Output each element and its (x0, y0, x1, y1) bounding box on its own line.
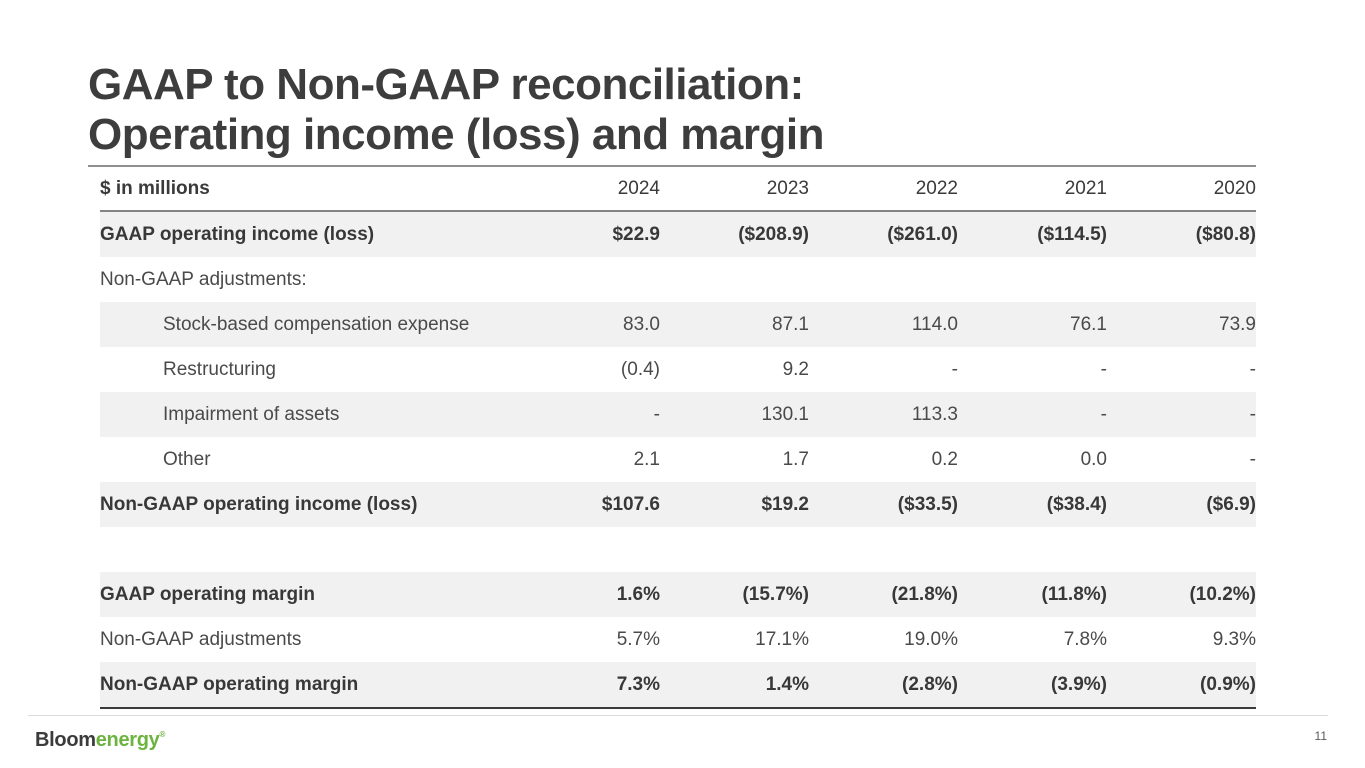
cell-value: 1.6% (616, 583, 660, 605)
page-title-line2: Operating income (loss) and margin (88, 110, 825, 159)
table-row-non-gaap-operating-margin: Non-GAAP operating margin 7.3% 1.4% (2.8… (100, 662, 1256, 708)
table-spacer-row (100, 527, 1256, 572)
cell-value: 9.2 (782, 358, 809, 380)
cell-value: 113.3 (911, 403, 958, 425)
logo-bloom-text: Bloom (35, 729, 96, 751)
row-label: Restructuring (163, 358, 276, 380)
year-header-2022: 2022 (915, 177, 958, 199)
cell-value: 19.0% (904, 628, 958, 650)
cell-value: $22.9 (612, 223, 660, 245)
trademark-icon: ® (159, 730, 166, 739)
cell-value: 76.1 (1070, 313, 1107, 335)
cell-value: 1.7 (782, 448, 809, 470)
reconciliation-table: $ in millions 2024 2023 2022 2021 2020 G… (100, 167, 1256, 709)
row-label: GAAP operating margin (100, 583, 316, 605)
cell-value: 5.7% (616, 628, 660, 650)
cell-value: ($33.5) (897, 493, 958, 515)
cell-value: ($114.5) (1037, 223, 1107, 245)
cell-value: 130.1 (761, 403, 809, 425)
page-title: GAAP to Non-GAAP reconciliation: Operati… (88, 60, 825, 160)
table-header-row: $ in millions 2024 2023 2022 2021 2020 (100, 167, 1256, 211)
row-label: GAAP operating income (loss) (100, 223, 375, 245)
cell-value: 7.8% (1063, 628, 1107, 650)
cell-value: 87.1 (772, 313, 809, 335)
page-title-line1: GAAP to Non-GAAP reconciliation: (88, 60, 804, 109)
cell-value: ($208.9) (738, 223, 809, 245)
cell-value: 0.2 (931, 448, 958, 470)
cell-value: - (1249, 403, 1256, 425)
cell-value: 114.0 (911, 313, 958, 335)
cell-value: (0.4) (620, 358, 660, 380)
cell-value: 0.0 (1080, 448, 1107, 470)
row-label: Other (163, 448, 211, 470)
year-header-2021: 2021 (1064, 177, 1107, 199)
cell-value: - (1100, 358, 1107, 380)
cell-value: 1.4% (765, 673, 809, 695)
cell-value: - (951, 358, 958, 380)
year-header-2024: 2024 (617, 177, 660, 199)
cell-value: - (653, 403, 660, 425)
title-underline (88, 165, 1256, 167)
table-row-restructuring: Restructuring (0.4) 9.2 - - - (100, 347, 1256, 392)
cell-value: ($80.8) (1195, 223, 1256, 245)
cell-value: ($261.0) (887, 223, 958, 245)
cell-value: 7.3% (616, 673, 660, 695)
cell-value: (3.9%) (1051, 673, 1107, 695)
cell-value: (11.8%) (1041, 583, 1107, 605)
unit-label: $ in millions (100, 177, 210, 199)
cell-value: 2.1 (633, 448, 660, 470)
table-row-gaap-operating-income: GAAP operating income (loss) $22.9 ($208… (100, 211, 1256, 257)
row-label: Impairment of assets (163, 403, 340, 425)
row-label: Non-GAAP operating income (loss) (100, 493, 418, 515)
row-label: Non-GAAP adjustments: (100, 268, 307, 290)
table-row-other: Other 2.1 1.7 0.2 0.0 - (100, 437, 1256, 482)
cell-value: (21.8%) (891, 583, 958, 605)
row-label: Non-GAAP operating margin (100, 673, 359, 695)
year-header-2020: 2020 (1213, 177, 1256, 199)
cell-value: (2.8%) (902, 673, 958, 695)
row-label: Stock-based compensation expense (163, 313, 470, 335)
cell-value: 83.0 (623, 313, 660, 335)
bloom-energy-logo: Bloomenergy® (35, 729, 165, 752)
cell-value: $19.2 (761, 493, 809, 515)
cell-value: - (1100, 403, 1107, 425)
cell-value: ($6.9) (1206, 493, 1256, 515)
cell-value: 17.1% (755, 628, 809, 650)
cell-value: - (1249, 448, 1256, 470)
table-row-stock-based-compensation: Stock-based compensation expense 83.0 87… (100, 302, 1256, 347)
logo-energy-text: energy (95, 729, 160, 751)
table-row-impairment-of-assets: Impairment of assets - 130.1 113.3 - - (100, 392, 1256, 437)
table-row-gaap-operating-margin: GAAP operating margin 1.6% (15.7%) (21.8… (100, 572, 1256, 617)
cell-value: (15.7%) (742, 583, 809, 605)
cell-value: - (1249, 358, 1256, 380)
page-number: 11 (1314, 729, 1327, 743)
table-row-non-gaap-adjustments-margin: Non-GAAP adjustments 5.7% 17.1% 19.0% 7.… (100, 617, 1256, 662)
table-row-non-gaap-adjustments-header: Non-GAAP adjustments: (100, 257, 1256, 302)
cell-value: 9.3% (1212, 628, 1256, 650)
cell-value: (10.2%) (1189, 583, 1256, 605)
year-header-2023: 2023 (766, 177, 809, 199)
footer-divider (28, 715, 1328, 716)
cell-value: 73.9 (1219, 313, 1256, 335)
row-label: Non-GAAP adjustments (100, 628, 302, 650)
cell-value: ($38.4) (1046, 493, 1107, 515)
cell-value: $107.6 (601, 493, 660, 515)
table-row-non-gaap-operating-income: Non-GAAP operating income (loss) $107.6 … (100, 482, 1256, 527)
cell-value: (0.9%) (1200, 673, 1256, 695)
